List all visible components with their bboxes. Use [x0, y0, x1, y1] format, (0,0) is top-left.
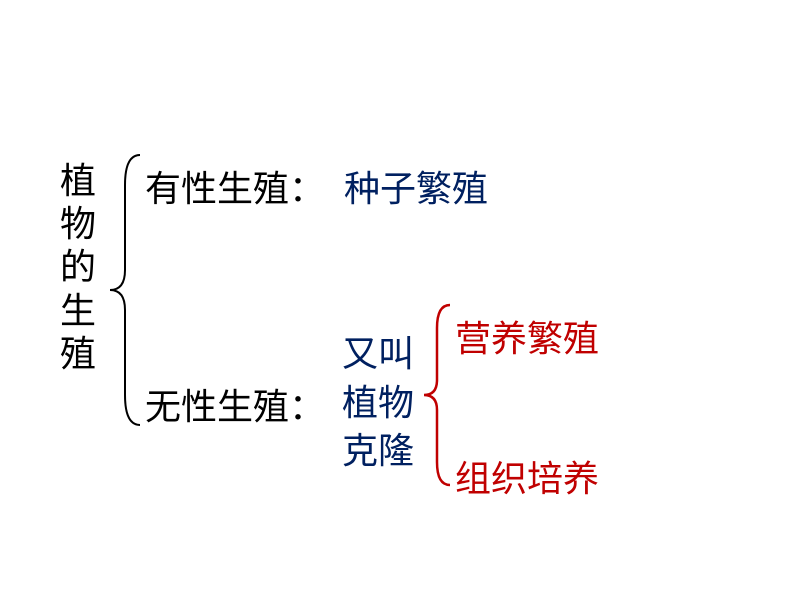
root-label-char4: 生: [60, 290, 96, 333]
tissue-label: 组织培养: [455, 450, 599, 502]
asexual-label: 无性生殖：: [145, 378, 325, 430]
asexual-value-line3: 克隆: [342, 427, 414, 476]
root-label-char2: 物: [60, 203, 96, 246]
root-label-char5: 殖: [60, 333, 96, 376]
asexual-value: 又叫 植物 克隆: [342, 330, 414, 476]
root-label-char1: 植: [60, 160, 96, 203]
sexual-value: 种子繁殖: [344, 160, 488, 212]
sexual-label: 有性生殖：: [145, 160, 325, 212]
plant-reproduction-diagram: 植 物 的 生 殖 有性生殖： 种子繁殖 无性生殖： 又叫 植物 克隆 营养繁殖…: [0, 0, 794, 596]
brace-sub: [420, 300, 455, 490]
root-label-char3: 的: [60, 246, 96, 289]
root-label: 植 物 的 生 殖: [60, 160, 96, 376]
nutrition-label: 营养繁殖: [455, 310, 599, 362]
asexual-value-line1: 又叫: [342, 330, 414, 379]
asexual-value-line2: 植物: [342, 379, 414, 428]
brace-main: [105, 150, 145, 430]
